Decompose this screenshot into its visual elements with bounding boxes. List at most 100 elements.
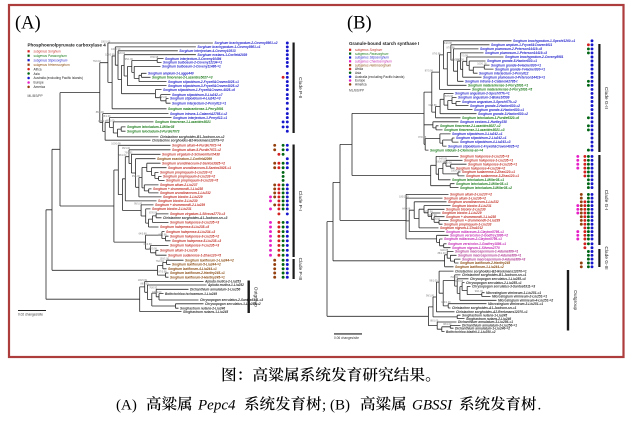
svg-text:100/1.00: 100/1.00 bbox=[152, 291, 162, 294]
svg-text:Europe: Europe bbox=[355, 79, 365, 83]
svg-text:Sorghum laxiflorum-2-Hartley24: Sorghum laxiflorum-2-Hartley245 bbox=[460, 261, 510, 265]
svg-text:Asia: Asia bbox=[355, 71, 361, 75]
svg-text:Sorghum bicolor-1-Liu229: Sorghum bicolor-1-Liu229 bbox=[442, 211, 482, 215]
svg-text:Sorghum bicolor-1-Liu229: Sorghum bicolor-1-Liu229 bbox=[163, 195, 203, 199]
svg-text:Sorghum brachypodum-1-Coveny89: Sorghum brachypodum-1-Coveny8981-=1 bbox=[197, 45, 260, 49]
svg-text:100/1.00: 100/1.00 bbox=[160, 258, 170, 261]
svg-text:88/1.00: 88/1.00 bbox=[456, 59, 465, 62]
svg-text:subgenus Stiposorghum: subgenus Stiposorghum bbox=[355, 56, 389, 60]
svg-text:Cleistachne sorghoides-B2-Reek: Cleistachne sorghoides-B2-Reekmans12079-… bbox=[152, 138, 224, 142]
svg-text:Clade P-III: Clade P-III bbox=[297, 258, 303, 281]
svg-text:100/1.00: 100/1.00 bbox=[101, 40, 111, 43]
svg-text:100/0.99: 100/0.99 bbox=[427, 214, 437, 217]
svg-text:Dichanthium annulatum-2-Liu256: Dichanthium annulatum-2-Liu256-=1 bbox=[462, 324, 517, 328]
svg-text:Sorghum stipoideum-2-Liu242-=1: Sorghum stipoideum-2-Liu242-=1 bbox=[456, 136, 507, 140]
svg-text:100/1.00: 100/1.00 bbox=[477, 63, 487, 66]
svg-text:76/0.92: 76/0.92 bbox=[149, 287, 158, 290]
svg-text:Sorghum grande-2-Hacker830-=2: Sorghum grande-2-Hacker830-=2 bbox=[470, 104, 520, 108]
svg-text:Sorghum macrospermum-1-Adams88: Sorghum macrospermum-1-Adams886-=1 bbox=[455, 250, 519, 254]
svg-text:76/0.92: 76/0.92 bbox=[432, 218, 441, 221]
svg-text:Chrysopogon serrulatus-2-Santo: Chrysopogon serrulatus-2-Santos6311-=3 bbox=[200, 298, 263, 302]
svg-text:ML/BS/PP: ML/BS/PP bbox=[28, 94, 44, 98]
svg-text:76/0.92: 76/0.92 bbox=[156, 260, 165, 263]
svg-text:Sorghum altum-5-Purdie7672-=2: Sorghum altum-5-Purdie7672-=2 bbox=[172, 148, 221, 152]
svg-text:Sorghum halepense-4-Liu234-=3: Sorghum halepense-4-Liu234-=3 bbox=[166, 230, 215, 234]
svg-text:Sorghum plumosum-2-Peterson144: Sorghum plumosum-2-Peterson14419-=5 bbox=[480, 47, 542, 51]
svg-text:Microstegium vimineum-4-Liu251: Microstegium vimineum-4-Liu251-=2 bbox=[498, 299, 553, 303]
svg-text:Sorghum grande-4-Hacker830-=1: Sorghum grande-4-Hacker830-=1 bbox=[474, 108, 524, 112]
svg-text:Sorghum macrospermum-3-Adams88: Sorghum macrospermum-3-Adams886-=3 bbox=[462, 257, 526, 261]
svg-text:87/0.98: 87/0.98 bbox=[159, 234, 168, 237]
svg-text:64/0.88: 64/0.88 bbox=[144, 243, 153, 246]
svg-text:95/1.00: 95/1.00 bbox=[106, 119, 115, 122]
svg-text:Sorghum laxiflorum-4-Liu244-=1: Sorghum laxiflorum-4-Liu244-=1 bbox=[168, 267, 217, 271]
svg-text:100/0.99: 100/0.99 bbox=[436, 161, 446, 164]
svg-text:Sorghum timorense-2-Lazarides5: Sorghum timorense-2-Lazarides5027-=3 bbox=[152, 76, 213, 80]
svg-text:Cleistachne sorghoides-A1-Jack: Cleistachne sorghoides-A1-Jackson-sn-=3 bbox=[163, 216, 228, 220]
svg-text:Sorghum grande-5-Hacker830-=1: Sorghum grande-5-Hacker830-=1 bbox=[487, 59, 537, 63]
svg-text:(B): (B) bbox=[347, 13, 372, 33]
svg-text:95/1.00: 95/1.00 bbox=[122, 147, 131, 150]
svg-text:Outgroup: Outgroup bbox=[572, 290, 578, 310]
svg-text:America: America bbox=[34, 85, 46, 89]
svg-text:subgenus Sorghum: subgenus Sorghum bbox=[355, 48, 383, 52]
svg-text:76/0.92: 76/0.92 bbox=[93, 60, 102, 63]
svg-text:Clade G-II: Clade G-II bbox=[603, 87, 609, 109]
svg-text:88/1.00: 88/1.00 bbox=[118, 154, 127, 157]
svg-text:Sorghum stipoideum-5-Liu242-=7: Sorghum stipoideum-5-Liu242-=7 bbox=[172, 93, 223, 97]
svg-text:95/1.00: 95/1.00 bbox=[132, 175, 141, 178]
svg-text:Apluda mutica-2-Liu253: Apluda mutica-2-Liu253 bbox=[204, 280, 241, 284]
svg-text:Sorghum interjectum-3-Coveny10: Sorghum interjectum-3-Coveny10494 bbox=[165, 57, 222, 61]
svg-text:Sorghum interjectum-2-Perry612: Sorghum interjectum-2-Perry612-=1 bbox=[172, 101, 226, 105]
svg-text:Cleistachne sorghoides-A2-Reek: Cleistachne sorghoides-A2-Reekmans12070-… bbox=[456, 310, 528, 314]
svg-text:GBSSI: GBSSI bbox=[412, 397, 453, 413]
svg-text:Sorghum ecarinatum-1-Corfield2: Sorghum ecarinatum-1-Corfield2099 bbox=[157, 157, 212, 161]
svg-text:Sorghum intrans-1-CataneiA2785: Sorghum intrans-1-CataneiA2785-t-=2 bbox=[170, 112, 227, 116]
svg-text:Dichanthium annulatum-1-Liu246: Dichanthium annulatum-1-Liu246-=2 bbox=[455, 326, 510, 330]
svg-text:Clade G-III: Clade G-III bbox=[603, 246, 609, 269]
svg-text:87/0.98: 87/0.98 bbox=[447, 46, 456, 49]
svg-text:America: America bbox=[355, 83, 367, 87]
svg-text:Sorghum stipoideum-3-Fryxell&C: Sorghum stipoideum-3-Fryxell&Craven4025-… bbox=[168, 84, 239, 88]
svg-text:Sorghum altum-2-Liu237-=2: Sorghum altum-2-Liu237-=2 bbox=[450, 193, 492, 197]
svg-text:100/0.99: 100/0.99 bbox=[105, 53, 115, 56]
svg-text:Sorghum macrospermum-2-Adams88: Sorghum macrospermum-2-Adams886-=1 bbox=[458, 254, 522, 258]
svg-text:64/0.88: 64/0.88 bbox=[444, 42, 453, 45]
svg-text:Sorghum halepense-7-Liu235-=3: Sorghum halepense-7-Liu235-=3 bbox=[170, 244, 219, 248]
svg-text:87/0.98: 87/0.98 bbox=[150, 56, 159, 59]
svg-text:Sorghum bicolor-2-Liu231: Sorghum bicolor-2-Liu231 bbox=[152, 207, 192, 211]
svg-text:Sorghum angustum-2-Specht77k-=: Sorghum angustum-2-Specht77k-=1 bbox=[455, 92, 510, 96]
svg-text:Sorghum laxiflorum-1-Liu244-=2: Sorghum laxiflorum-1-Liu244-=2 bbox=[185, 258, 234, 262]
svg-text:Africa: Africa bbox=[34, 67, 42, 71]
svg-text:Sorghum laxiflorum-3-Hartley24: Sorghum laxiflorum-3-Hartley245-=1 bbox=[170, 275, 225, 279]
svg-text:Sorghum versicolor-2-Godfrey18: Sorghum versicolor-2-Godfrey1886-=2 bbox=[450, 234, 508, 238]
svg-text:100/0.99: 100/0.99 bbox=[451, 169, 461, 172]
svg-text:Chrysopogon serrulatus-1-Liu25: Chrysopogon serrulatus-1-Liu255-=2 bbox=[205, 302, 261, 306]
svg-text:Sorghum leiocladum-2-Purdie707: Sorghum leiocladum-2-Purdie7073 bbox=[127, 129, 180, 133]
svg-text:87/0.98: 87/0.98 bbox=[444, 162, 453, 165]
svg-text:Sorghum amplum-1-Fryxell&Crave: Sorghum amplum-1-Fryxell&Craven4611 bbox=[491, 43, 552, 47]
svg-text:Sorghum + drummondii-2-Liu239: Sorghum + drummondii-2-Liu239 bbox=[450, 219, 500, 223]
svg-text:(A): (A) bbox=[15, 13, 41, 33]
svg-text:99/1.00: 99/1.00 bbox=[159, 96, 168, 99]
svg-text:Chrysopogon serrulatus-2-Liu25: Chrysopogon serrulatus-2-Liu255-=1 bbox=[466, 281, 522, 285]
svg-text:Sorghum stipoideum-1-Fryxell&C: Sorghum stipoideum-1-Fryxell&Craven4025-… bbox=[448, 144, 519, 148]
svg-text:subgenus Heterosorghum: subgenus Heterosorghum bbox=[34, 63, 71, 67]
svg-text:.: . bbox=[538, 397, 542, 413]
svg-text:Sorghum leiocladum-2-Miller35-: Sorghum leiocladum-2-Miller35-=1 bbox=[456, 182, 508, 186]
svg-text:Apluda mutica-1-Liu252: Apluda mutica-1-Liu252 bbox=[207, 283, 244, 287]
svg-text:100/1.00: 100/1.00 bbox=[399, 196, 409, 199]
svg-text:100/1.00: 100/1.00 bbox=[441, 301, 451, 304]
svg-text:Sorghum arundinaceum-1-Liu232: Sorghum arundinaceum-1-Liu232 bbox=[160, 191, 211, 195]
svg-text:Sorghum halepense-5-Liu235-=3: Sorghum halepense-5-Liu235-=3 bbox=[172, 239, 221, 243]
svg-text:Sorghum stipoideum-4-Liu243-=3: Sorghum stipoideum-4-Liu243-=3 bbox=[460, 140, 511, 144]
svg-text:87/0.98: 87/0.98 bbox=[445, 95, 454, 98]
svg-text:87/0.98: 87/0.98 bbox=[149, 211, 158, 214]
svg-text:Sorghum propinquum-2-Liu233-=2: Sorghum propinquum-2-Liu233-=2 bbox=[163, 175, 215, 179]
svg-text:Sorghum angustum-1-Blake16599: Sorghum angustum-1-Blake16599 bbox=[458, 96, 510, 100]
svg-text:Clade G-I: Clade G-I bbox=[603, 190, 609, 211]
svg-text:Sorghum virgatum-2-Schweinfurt: Sorghum virgatum-2-Schweinfurth438 bbox=[162, 153, 220, 157]
svg-text:87/0.98: 87/0.98 bbox=[418, 136, 427, 139]
svg-text:76/0.92: 76/0.92 bbox=[117, 52, 126, 55]
svg-text:95/1.00: 95/1.00 bbox=[125, 58, 134, 61]
